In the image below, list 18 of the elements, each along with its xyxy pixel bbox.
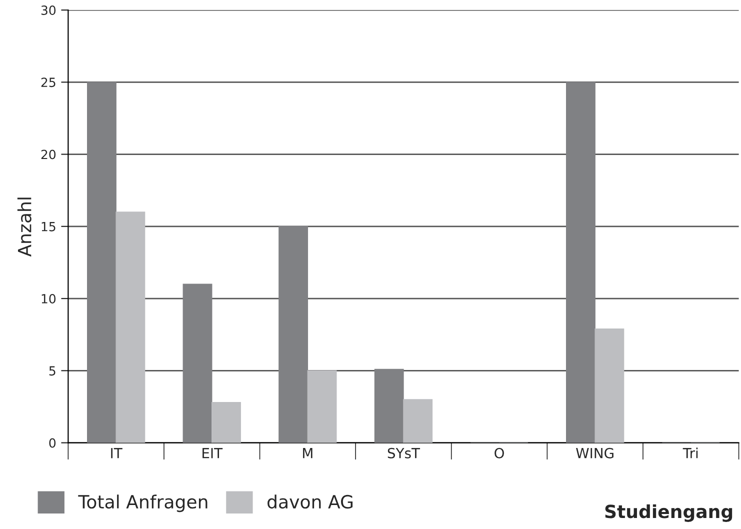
y-tick-label: 5 bbox=[49, 366, 56, 376]
y-tick-label: 10 bbox=[42, 294, 56, 304]
y-tick-label: 20 bbox=[41, 150, 56, 160]
legend-label: Total Anfragen bbox=[78, 494, 208, 512]
x-tick-label: M bbox=[303, 448, 312, 458]
x-tick-label: WING bbox=[576, 448, 614, 458]
x-axis-title: Studiengang bbox=[605, 504, 732, 522]
x-tick-label: O bbox=[494, 448, 504, 458]
x-tick-label: IT bbox=[111, 448, 122, 458]
x-tick-label: Tri bbox=[682, 448, 698, 458]
y-tick-label: 15 bbox=[42, 222, 56, 232]
x-tick-label: EIT bbox=[202, 448, 223, 458]
y-tick-label: 30 bbox=[41, 6, 56, 15]
x-tick-label: SYsT bbox=[388, 448, 420, 458]
legend-label: davon AG bbox=[268, 494, 353, 509]
y-tick-label: 25 bbox=[41, 78, 56, 88]
y-axis-title: Anzahl bbox=[17, 198, 32, 257]
y-tick-label: 0 bbox=[49, 438, 56, 448]
